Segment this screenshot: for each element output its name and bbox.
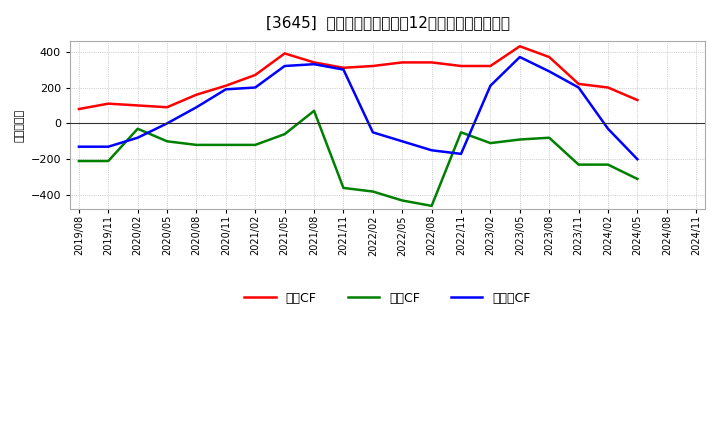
営業CF [456, 63, 465, 69]
フリーCF [545, 69, 554, 74]
フリーCF [222, 87, 230, 92]
フリーCF [104, 144, 112, 149]
営業CF [545, 55, 554, 60]
営業CF [310, 60, 318, 65]
フリーCF [280, 63, 289, 69]
投資CF [427, 203, 436, 209]
Line: 営業CF: 営業CF [79, 46, 637, 109]
フリーCF [369, 130, 377, 135]
投資CF [280, 132, 289, 137]
投資CF [516, 137, 524, 142]
フリーCF [163, 121, 171, 126]
営業CF [104, 101, 112, 106]
投資CF [251, 142, 260, 147]
Line: 投資CF: 投資CF [79, 111, 637, 206]
営業CF [633, 97, 642, 103]
フリーCF [339, 67, 348, 72]
営業CF [427, 60, 436, 65]
フリーCF [603, 126, 612, 132]
フリーCF [310, 62, 318, 67]
Title: [3645]  キャッシュフローの12か月移動合計の推移: [3645] キャッシュフローの12か月移動合計の推移 [266, 15, 510, 30]
営業CF [251, 72, 260, 77]
Y-axis label: （百万円）: （百万円） [15, 109, 25, 142]
投資CF [456, 130, 465, 135]
営業CF [280, 51, 289, 56]
フリーCF [398, 139, 407, 144]
Line: フリーCF: フリーCF [79, 57, 637, 159]
営業CF [163, 105, 171, 110]
投資CF [75, 158, 84, 164]
フリーCF [456, 151, 465, 157]
フリーCF [192, 105, 201, 110]
フリーCF [251, 85, 260, 90]
営業CF [339, 65, 348, 70]
投資CF [222, 142, 230, 147]
投資CF [575, 162, 583, 167]
投資CF [398, 198, 407, 203]
投資CF [192, 142, 201, 147]
営業CF [192, 92, 201, 97]
投資CF [339, 185, 348, 191]
フリーCF [575, 85, 583, 90]
営業CF [486, 63, 495, 69]
営業CF [398, 60, 407, 65]
フリーCF [516, 55, 524, 60]
フリーCF [133, 135, 142, 140]
営業CF [516, 44, 524, 49]
投資CF [133, 126, 142, 132]
フリーCF [633, 157, 642, 162]
投資CF [369, 189, 377, 194]
営業CF [75, 106, 84, 112]
投資CF [310, 108, 318, 114]
投資CF [486, 140, 495, 146]
営業CF [603, 85, 612, 90]
投資CF [163, 139, 171, 144]
投資CF [603, 162, 612, 167]
Legend: 営業CF, 投資CF, フリーCF: 営業CF, 投資CF, フリーCF [239, 286, 536, 309]
営業CF [369, 63, 377, 69]
フリーCF [75, 144, 84, 149]
営業CF [575, 81, 583, 87]
フリーCF [427, 148, 436, 153]
投資CF [104, 158, 112, 164]
フリーCF [486, 83, 495, 88]
営業CF [222, 83, 230, 88]
営業CF [133, 103, 142, 108]
投資CF [545, 135, 554, 140]
投資CF [633, 176, 642, 182]
